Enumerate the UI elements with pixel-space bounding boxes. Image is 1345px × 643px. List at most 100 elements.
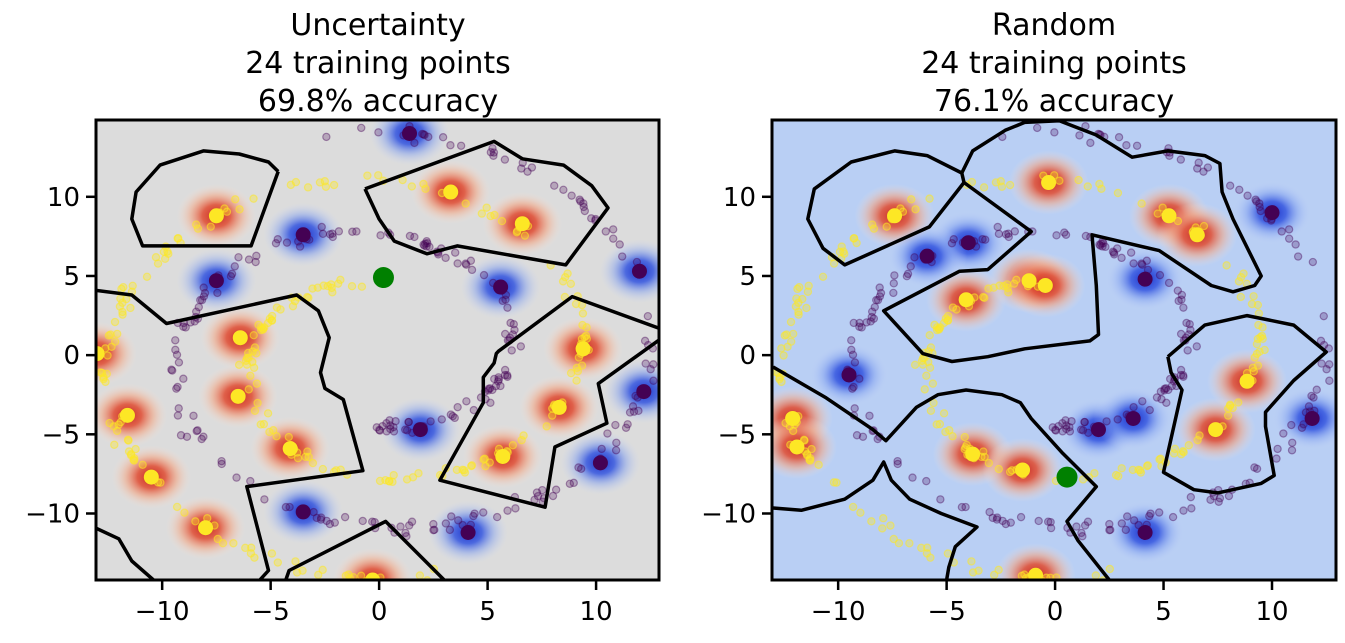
pool-point [855,322,864,331]
pool-point [485,384,495,393]
title-line-3: 76.1% accuracy [934,84,1174,119]
heat-halo-class-0 [1272,386,1336,451]
pool-point [1225,400,1235,409]
pool-point [566,279,576,288]
pool-point [1080,417,1089,427]
pool-point [498,296,507,306]
pool-point [849,234,858,243]
pool-point [786,317,796,327]
pool-point [111,337,120,346]
pool-point [829,259,839,268]
pool-point [197,434,206,444]
training-point-class-0 [295,227,311,243]
pool-point [1095,240,1104,249]
pool-point [382,419,391,428]
pool-point [858,432,868,441]
pool-point [968,568,978,577]
pool-point [1142,256,1152,265]
pool-point [422,237,431,246]
pool-point [1193,435,1202,445]
pool-point [171,345,180,355]
pool-point [629,407,639,416]
pool-point [576,197,585,206]
pool-point [848,502,858,512]
pool-point [419,179,428,189]
axis-ticks: −10 −5 0 5 10 −10 −5 0 5 10 [701,183,1288,627]
pool-point [429,525,438,535]
pool-point [110,317,120,327]
pool-point [1032,123,1042,133]
pool-point [906,262,915,271]
pool-point [1234,398,1243,407]
pool-point [1154,508,1164,517]
pool-point [1122,141,1131,150]
pool-point [1165,151,1174,160]
pool-point [372,423,381,432]
training-point-class-1 [1208,422,1224,438]
pool-point [503,371,512,380]
pool-point [164,249,173,259]
pool-point [227,269,237,279]
pool-point [565,479,575,489]
pool-point [957,502,967,512]
pool-point [462,397,471,406]
pool-point [929,398,938,408]
pool-point [1061,416,1070,425]
pool-point [516,342,526,351]
pool-point [1288,438,1297,447]
pool-point [112,426,122,436]
training-point-class-1 [282,441,298,457]
pool-point [1287,446,1297,455]
pool-point [998,516,1007,526]
pool-point [450,413,459,423]
pool-point [1114,471,1123,481]
decision-boundary [130,149,280,248]
training-point-class-1 [230,388,246,404]
pool-point [389,427,399,436]
pool-point [1322,365,1331,374]
pool-point [979,183,989,192]
pool-point [1136,468,1146,477]
pool-point [1123,512,1132,521]
pool-point [488,144,497,153]
pool-point [477,209,487,218]
pool-point [787,337,796,346]
training-point-class-1 [143,469,159,485]
pool-point [1043,517,1053,526]
pool-point [941,427,950,437]
pool-point [191,307,201,316]
pool-point [1186,325,1195,335]
pool-point [328,288,337,297]
pool-point [628,402,638,411]
pool-point [1153,209,1162,218]
pool-point [908,473,917,482]
pool-point [179,374,188,383]
pool-point [794,298,803,307]
pool-point [1273,444,1282,454]
decision-boundary [881,120,1263,364]
pool-point [1099,239,1108,248]
pool-point [1101,242,1110,252]
pool-point [470,509,479,518]
pool-point [318,229,328,239]
pool-point [1046,517,1055,527]
pool-point [1117,464,1126,473]
pool-point [196,295,205,305]
pool-point [176,431,186,440]
pool-point [1112,244,1122,253]
pool-point [460,468,470,477]
pool-point [1078,532,1087,541]
pool-point [156,478,165,487]
pool-point [922,549,932,558]
pool-point [1137,199,1146,208]
pool-point [281,502,291,512]
pool-point [249,331,258,340]
training-point-class-0 [636,384,652,400]
pool-point [1138,397,1147,406]
pool-point [328,229,337,238]
pool-point [1004,232,1013,242]
pool-point [404,417,413,427]
pool-point [523,167,532,176]
pool-point [1074,175,1083,185]
pool-point [357,282,367,291]
